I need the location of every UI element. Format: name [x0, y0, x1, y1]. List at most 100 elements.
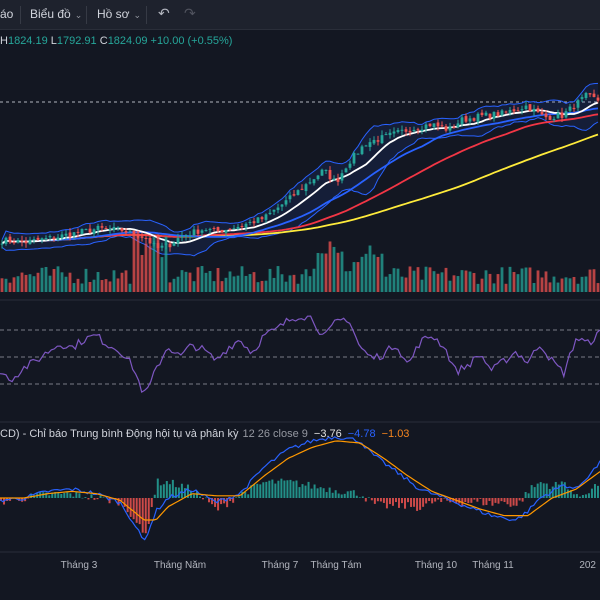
macd-hist-bar: [563, 482, 566, 498]
volume-bar: [200, 266, 204, 292]
volume-bar: [348, 271, 352, 292]
volume-bar: [36, 272, 40, 292]
volume-bar: [164, 236, 168, 292]
candle-body: [576, 100, 580, 108]
volume-bar: [480, 278, 484, 292]
candle-body: [8, 236, 12, 243]
volume-bar: [280, 274, 284, 292]
volume-bar: [436, 273, 440, 292]
macd-hist-bar: [180, 483, 183, 498]
time-axis[interactable]: Tháng 3 Tháng Năm Tháng 7 Tháng Tám Tháng 10…: [61, 560, 597, 571]
macd-hist-bar: [382, 498, 385, 503]
macd-hist-bar: [397, 498, 400, 508]
candle-body: [88, 228, 92, 233]
candle-body: [552, 118, 556, 120]
macd-hist-bar: [334, 490, 337, 498]
candle-body: [512, 109, 516, 112]
candle-body: [596, 97, 600, 101]
candle-body: [528, 104, 532, 112]
volume-bar: [276, 266, 280, 292]
volume-bar: [96, 272, 100, 292]
candle-body: [176, 238, 180, 244]
macd-pane[interactable]: [0, 436, 600, 541]
macd-hist-bar: [370, 498, 373, 501]
time-axis-label: Tháng Năm: [154, 560, 206, 571]
macd-hist-bar: [343, 493, 346, 498]
candle-body: [496, 112, 500, 117]
profile-menu-button[interactable]: Hồ sơ ⌄: [97, 7, 141, 21]
macd-hist-bar: [159, 485, 162, 498]
macd-signal-line: [0, 440, 600, 521]
volume-bar: [240, 266, 244, 292]
volume-bar: [332, 246, 336, 292]
macd-hist-bar: [391, 498, 394, 506]
candle-body: [520, 109, 524, 111]
rsi-pane[interactable]: [0, 315, 600, 394]
toolbar-item-alerts[interactable]: áo: [0, 7, 14, 21]
volume-bar: [72, 283, 76, 292]
macd-hist-bar: [512, 498, 515, 506]
candle-body: [0, 243, 4, 245]
candle-body: [568, 106, 572, 111]
candle-body: [188, 235, 192, 237]
macd-hist-bar: [494, 498, 497, 503]
volume-bar: [328, 241, 332, 292]
volume-bar: [172, 278, 176, 292]
macd-hist-bar: [545, 483, 548, 498]
volume-bar: [548, 282, 552, 292]
volume-bar: [208, 271, 212, 292]
macd-hist-bar: [461, 498, 464, 506]
candle-body: [380, 135, 384, 144]
candle-body: [116, 227, 120, 229]
candle-body: [248, 221, 252, 223]
volume-bar: [568, 278, 572, 292]
volume-bar: [424, 266, 428, 292]
candle-body: [212, 227, 216, 229]
chart-menu-button[interactable]: Biểu đồ ⌄: [30, 7, 82, 21]
macd-hist-bar: [198, 496, 201, 498]
close-value: 1824.09: [107, 35, 148, 47]
redo-icon[interactable]: ↷: [184, 5, 196, 21]
macd-legend[interactable]: CD) - Chỉ báo Trung bình Động hội tụ và …: [0, 428, 409, 440]
macd-hist-bar: [431, 498, 434, 504]
volume-bar: [168, 282, 172, 292]
volume-bar: [476, 283, 480, 292]
close-label: C: [99, 35, 108, 47]
candle-body: [480, 112, 484, 116]
volume-bar: [204, 272, 208, 292]
volume-bar: [532, 283, 536, 292]
candle-body: [72, 232, 76, 236]
volume-bar: [520, 268, 524, 292]
macd-hist-bar: [307, 481, 310, 498]
volume-bar: [400, 276, 404, 292]
volume-bar: [432, 271, 436, 292]
volume-bar: [212, 281, 216, 292]
volume-bar: [588, 269, 592, 292]
candle-body: [128, 230, 132, 232]
candle-body: [444, 126, 448, 131]
candle-body: [392, 131, 396, 134]
volume-bar: [304, 269, 308, 292]
candle-body: [476, 113, 480, 122]
macd-hist-bar: [373, 498, 376, 504]
macd-hist-bar: [479, 498, 482, 499]
macd-hist-bar: [153, 494, 156, 498]
price-pane[interactable]: [0, 82, 600, 292]
macd-hist-bar: [491, 498, 494, 506]
volume-bar: [540, 277, 544, 292]
volume-bar: [488, 273, 492, 292]
macd-hist-bar: [437, 498, 440, 500]
volume-bar: [412, 270, 416, 292]
candle-body: [532, 108, 536, 112]
volume-bar: [140, 254, 144, 292]
candle-body: [168, 243, 172, 248]
volume-bar: [292, 274, 296, 292]
candle-body: [328, 169, 332, 180]
macd-hist-bar: [428, 498, 431, 501]
candle-body: [468, 118, 472, 122]
macd-hist-bar: [419, 498, 422, 510]
toolbar-separator: [146, 6, 147, 24]
undo-icon[interactable]: ↶: [158, 5, 170, 21]
volume-bar: [576, 283, 580, 292]
